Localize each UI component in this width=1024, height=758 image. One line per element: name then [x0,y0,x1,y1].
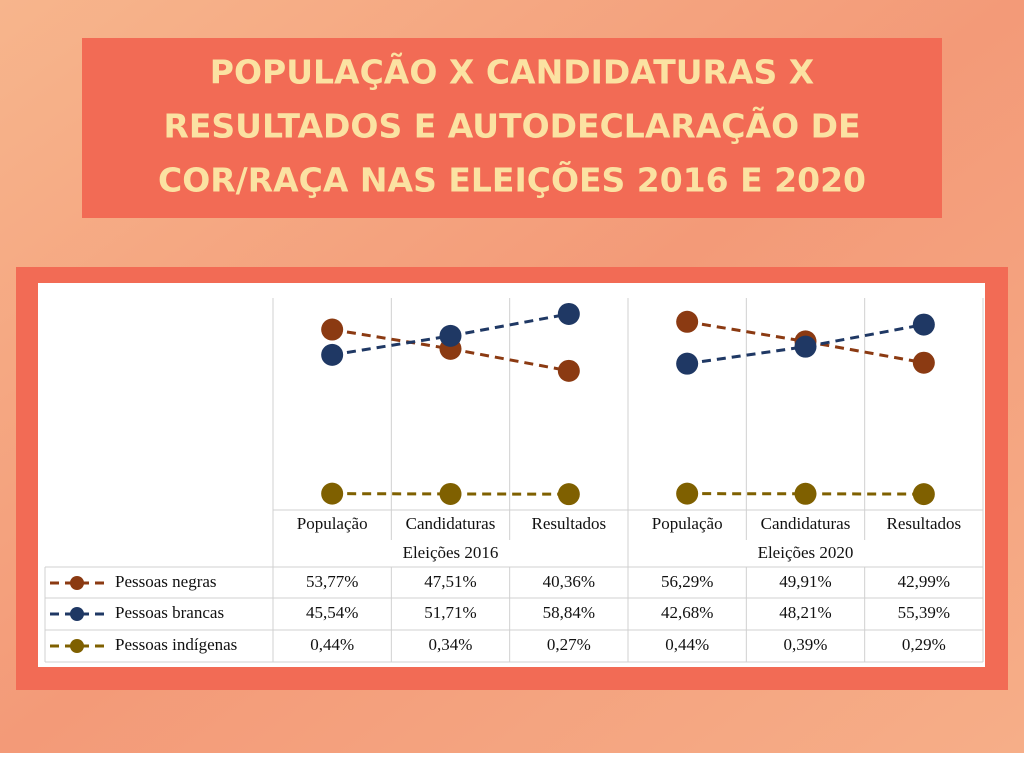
table-value: 56,29% [661,572,713,591]
point [676,353,698,375]
legend-marker [70,607,84,621]
group-label: Eleições 2016 [403,543,499,562]
x-tick-label: População [652,514,723,533]
table-value: 40,36% [543,572,595,591]
x-tick-label: Resultados [887,514,962,533]
point [321,344,343,366]
table-value: 0,39% [784,635,828,654]
point [913,483,935,505]
legend-label: Pessoas brancas [115,603,224,622]
table-value: 42,99% [898,572,950,591]
table-value: 0,29% [902,635,946,654]
x-tick-label: Candidaturas [406,514,496,533]
table-value: 0,44% [310,635,354,654]
group-label: Eleições 2020 [758,543,854,562]
point [795,336,817,358]
title-line: COR/RAÇA NAS ELEIÇÕES 2016 E 2020 [158,160,866,200]
table-value: 48,21% [779,603,831,622]
point [913,314,935,336]
point [913,352,935,374]
x-tick-label: População [297,514,368,533]
title-line: RESULTADOS E AUTODECLARAÇÃO DE [163,106,860,146]
point [558,303,580,325]
point [440,483,462,505]
table-value: 0,44% [665,635,709,654]
point [795,483,817,505]
point [558,360,580,382]
legend-marker [70,639,84,653]
point [558,483,580,505]
table-value: 58,84% [543,603,595,622]
table-value: 47,51% [424,572,476,591]
point [676,311,698,333]
point [676,483,698,505]
table-value: 55,39% [898,603,950,622]
table-value: 0,34% [429,635,473,654]
table-value: 51,71% [424,603,476,622]
x-tick-label: Candidaturas [761,514,851,533]
table-value: 53,77% [306,572,358,591]
title-line: POPULAÇÃO X CANDIDATURAS X [210,52,814,92]
table-value: 45,54% [306,603,358,622]
table-value: 49,91% [779,572,831,591]
legend-label: Pessoas indígenas [115,635,237,654]
point [321,483,343,505]
point [321,319,343,341]
point [440,325,462,347]
table-value: 42,68% [661,603,713,622]
x-tick-label: Resultados [532,514,607,533]
table-value: 0,27% [547,635,591,654]
legend-label: Pessoas negras [115,572,217,591]
legend-marker [70,576,84,590]
